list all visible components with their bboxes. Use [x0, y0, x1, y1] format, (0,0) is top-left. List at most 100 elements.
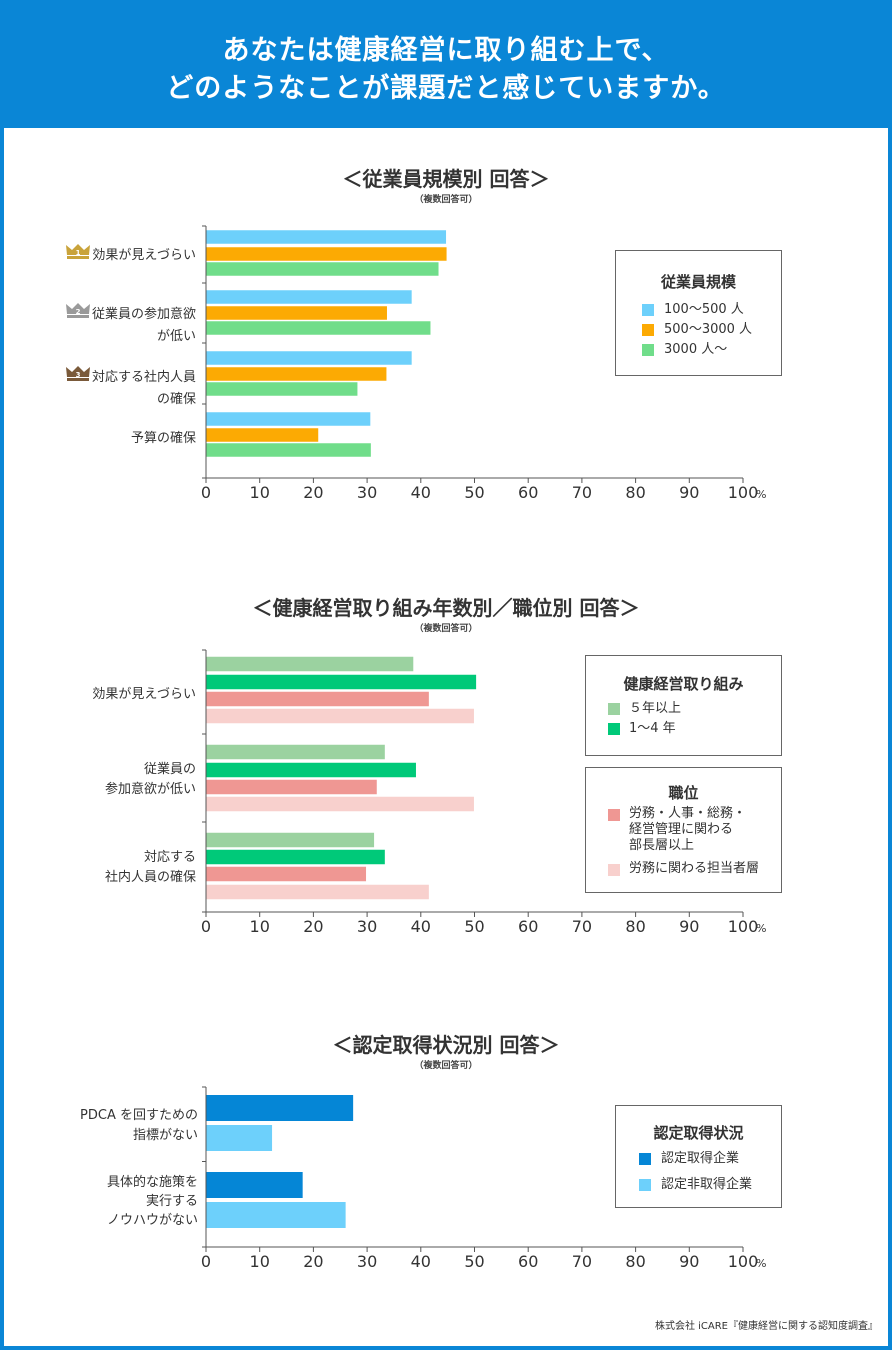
category-label: 参加意欲が低い [105, 781, 196, 797]
chart2-title: ＜健康経営取り組み年数別／職位別 回答＞ [252, 596, 640, 620]
x-tick-label: 20 [303, 483, 323, 502]
category-label: 効果が見えづらい [92, 687, 196, 702]
x-unit-label: % [756, 922, 766, 935]
legend-swatch-5years [608, 703, 620, 715]
bar [206, 367, 387, 381]
legend-label-500-3000: 500～3000 人 [664, 322, 753, 337]
bar [206, 849, 385, 865]
rank-2-crown-icon: 2 [66, 303, 90, 318]
x-tick-label: 70 [572, 1252, 592, 1271]
chart-2: 0 10 20 30 40 50 60 70 80 90 100% 効果が見えづらい従業員の参加意欲が… [92, 649, 766, 936]
bar [206, 1202, 346, 1228]
bar [206, 1125, 273, 1151]
chart2-subtitle: （複数回答可） [414, 624, 478, 634]
category-label: 予算の確保 [131, 430, 196, 446]
chart2-legend-years-title: 健康経営取り組み [623, 675, 744, 693]
legend-swatch-100-500 [642, 304, 654, 316]
x-tick-label: 60 [518, 1252, 538, 1271]
legend-swatch-1-4years [608, 723, 620, 735]
chart-1: 0 10 20 30 40 50 60 70 80 90 100% 効果が見えづらい従業員の参加意欲が… [92, 225, 766, 502]
bar [206, 796, 474, 812]
category-label: 社内人員の確保 [105, 869, 196, 885]
chart1-subtitle: （複数回答可） [414, 195, 478, 205]
legend-swatch-500-3000 [642, 324, 654, 336]
legend-swatch-manager [608, 809, 620, 821]
header-title-line2: どのようなことが課題だと感じていますか。 [166, 73, 726, 104]
bar [206, 351, 412, 365]
legend-label-3000: 3000 人～ [664, 342, 728, 357]
chart3-title: ＜認定取得状況別 回答＞ [332, 1033, 560, 1057]
bar [206, 884, 429, 900]
x-tick-label: 90 [679, 917, 699, 936]
category-label: 対応する社内人員 [92, 369, 196, 385]
x-tick-label: 60 [518, 917, 538, 936]
x-tick-label: 30 [357, 1252, 377, 1271]
category-label: PDCA を回すための [80, 1108, 198, 1123]
bar [206, 866, 367, 882]
x-tick-label: 90 [679, 483, 699, 502]
legend-label-noncertified: 認定非取得企業 [661, 1177, 753, 1192]
legend-swatch-3000 [642, 344, 654, 356]
category-label: 従業員の参加意欲 [92, 306, 196, 322]
x-tick-label: 70 [572, 483, 592, 502]
legend-label-5years: ５年以上 [629, 701, 682, 716]
chart-3: 0 10 20 30 40 50 60 70 80 90 100% PDCA を回すための指標がない具… [80, 1086, 766, 1271]
header-banner: あなたは健康経営に取り組む上で、 どのようなことが課題だと感じていますか。 [0, 0, 892, 128]
bar [206, 382, 358, 396]
crown-base [67, 315, 89, 318]
chart3-subtitle: （複数回答可） [414, 1061, 478, 1071]
x-tick-label: 60 [518, 483, 538, 502]
crown-shape [66, 303, 90, 314]
x-unit-label: % [756, 1257, 766, 1270]
crown-rank-number: 2 [76, 308, 81, 316]
bar [206, 247, 447, 261]
source-credit: 株式会社 iCARE『健康経営に関する認知度調査』 [654, 1321, 878, 1332]
bar [206, 691, 429, 707]
legend-label-certified: 認定取得企業 [661, 1151, 740, 1166]
crown-shape [66, 366, 90, 377]
legend-label-1-4years: 1～4 年 [629, 721, 676, 736]
x-tick-label: 40 [411, 483, 431, 502]
x-unit-label: % [756, 488, 766, 501]
rank-1-crown-icon: 1 [66, 244, 90, 259]
chart1-title: ＜従業員規模別 回答＞ [342, 167, 550, 191]
x-tick-label: 50 [464, 483, 484, 502]
category-label: 実行する [146, 1193, 198, 1209]
category-label: ノウハウがない [107, 1213, 198, 1228]
legend-swatch-certified [639, 1153, 651, 1165]
category-label: の確保 [157, 391, 196, 407]
x-tick-label: 100 [728, 483, 759, 502]
crown-base [67, 378, 89, 381]
category-label: 効果が見えづらい [92, 248, 196, 263]
category-label: 対応する [144, 850, 196, 865]
category-label: 具体的な施策を [107, 1174, 198, 1190]
x-tick-label: 10 [250, 1252, 270, 1271]
rank-3-crown-icon: 3 [66, 366, 90, 381]
bar [206, 1095, 354, 1121]
x-tick-label: 50 [464, 1252, 484, 1271]
legend-label-manager: 労務・人事・総務・ 経営管理に関わる 部長層以上 [629, 806, 747, 853]
chart2-legend-years: 健康経営取り組み ５年以上 1～4 年 [585, 655, 782, 756]
x-tick-label: 10 [250, 917, 270, 936]
x-tick-label: 30 [357, 483, 377, 502]
legend-label-staff: 労務に関わる担当者層 [629, 861, 760, 876]
category-label: 従業員の [144, 761, 196, 777]
x-tick-label: 10 [250, 483, 270, 502]
x-tick-label: 0 [201, 917, 211, 936]
category-label: 指標がない [133, 1128, 198, 1143]
bar [206, 290, 412, 304]
bar [206, 321, 431, 335]
chart3-legend: 認定取得状況 認定取得企業 認定非取得企業 [615, 1105, 782, 1208]
bar [206, 762, 416, 778]
legend-label-100-500: 100～500 人 [664, 302, 744, 317]
x-tick-label: 40 [411, 917, 431, 936]
bar [206, 1172, 303, 1198]
bar [206, 306, 387, 320]
bar [206, 674, 477, 690]
header-title-line1: あなたは健康経営に取り組む上で、 [222, 35, 670, 66]
legend-swatch-staff [608, 864, 620, 876]
bar [206, 744, 385, 760]
legend-swatch-noncertified [639, 1179, 651, 1191]
bar [206, 428, 319, 442]
